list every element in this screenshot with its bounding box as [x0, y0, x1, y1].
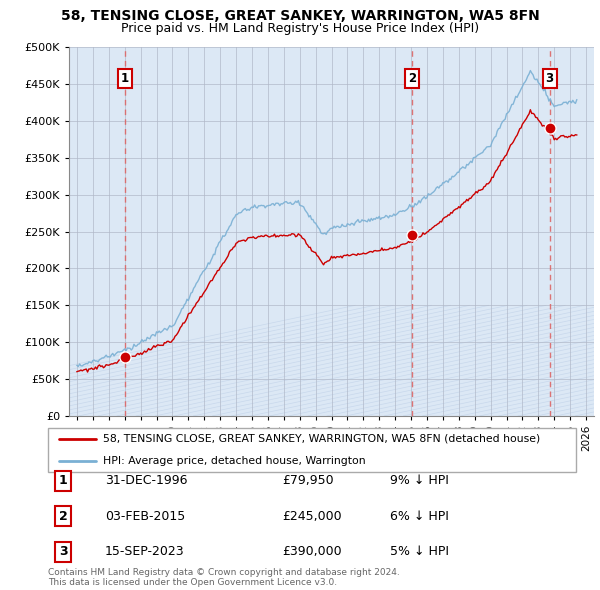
- Text: 3: 3: [59, 545, 67, 558]
- Text: 03-FEB-2015: 03-FEB-2015: [105, 510, 185, 523]
- Text: 15-SEP-2023: 15-SEP-2023: [105, 545, 185, 558]
- Text: 58, TENSING CLOSE, GREAT SANKEY, WARRINGTON, WA5 8FN: 58, TENSING CLOSE, GREAT SANKEY, WARRING…: [61, 9, 539, 23]
- Text: £390,000: £390,000: [282, 545, 341, 558]
- Text: 58, TENSING CLOSE, GREAT SANKEY, WARRINGTON, WA5 8FN (detached house): 58, TENSING CLOSE, GREAT SANKEY, WARRING…: [103, 434, 541, 444]
- Text: £79,950: £79,950: [282, 474, 334, 487]
- Text: 1: 1: [59, 474, 67, 487]
- Text: 2: 2: [409, 72, 416, 85]
- Text: 2: 2: [59, 510, 67, 523]
- Text: Contains HM Land Registry data © Crown copyright and database right 2024.
This d: Contains HM Land Registry data © Crown c…: [48, 568, 400, 587]
- Text: 5% ↓ HPI: 5% ↓ HPI: [390, 545, 449, 558]
- Text: 1: 1: [121, 72, 128, 85]
- Text: 31-DEC-1996: 31-DEC-1996: [105, 474, 187, 487]
- Text: 9% ↓ HPI: 9% ↓ HPI: [390, 474, 449, 487]
- Text: 3: 3: [545, 72, 554, 85]
- Text: HPI: Average price, detached house, Warrington: HPI: Average price, detached house, Warr…: [103, 456, 366, 466]
- Text: 6% ↓ HPI: 6% ↓ HPI: [390, 510, 449, 523]
- Text: £245,000: £245,000: [282, 510, 341, 523]
- Text: Price paid vs. HM Land Registry's House Price Index (HPI): Price paid vs. HM Land Registry's House …: [121, 22, 479, 35]
